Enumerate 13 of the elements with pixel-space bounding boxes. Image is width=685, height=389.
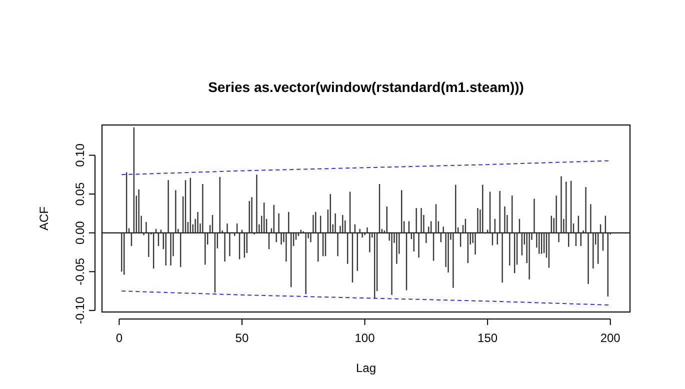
x-tick-label: 100: [354, 331, 376, 345]
x-tick-label: 200: [600, 331, 621, 345]
y-tick-label: -0.05: [73, 258, 87, 286]
y-tick-label: -0.10: [73, 296, 87, 324]
y-tick-label: 0.10: [73, 143, 87, 167]
x-tick-label: 0: [116, 331, 123, 345]
x-axis-title: Lag: [356, 361, 376, 375]
y-axis-title: ACF: [37, 206, 51, 230]
chart-title: Series as.vector(window(rstandard(m1.steam))): [208, 79, 524, 95]
x-tick-label: 150: [478, 331, 498, 345]
x-tick-label: 50: [235, 331, 249, 345]
y-tick-label: 0.05: [73, 182, 87, 206]
y-tick-label: 0.00: [73, 220, 87, 245]
